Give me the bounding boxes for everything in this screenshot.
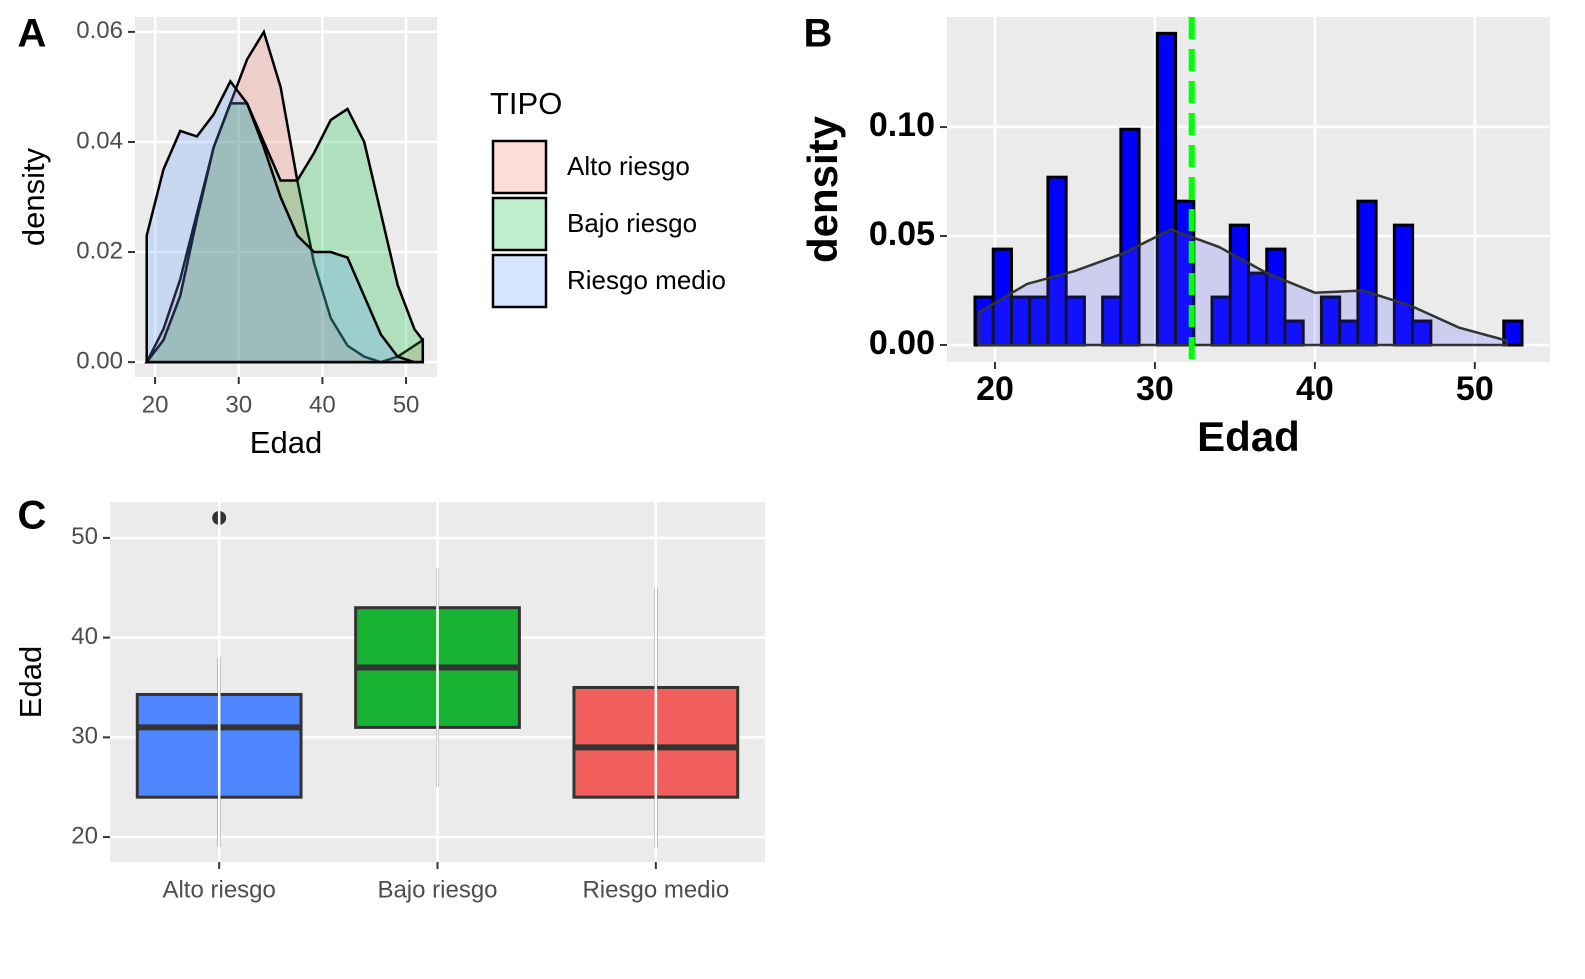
legend-key [493, 141, 546, 193]
legend-swatch [491, 253, 548, 309]
y-tick-label: 20 [71, 822, 98, 849]
legend-swatch [491, 139, 548, 195]
y-tick-label: 0.06 [76, 17, 123, 44]
y-tick-label: 0.02 [76, 237, 123, 264]
legend-key [493, 255, 546, 307]
y-tick-label: 50 [71, 523, 98, 550]
x-tick-label: 50 [393, 391, 420, 418]
panel-label: B [804, 12, 833, 56]
legend-label: Alto riesgo [567, 151, 690, 181]
x-axis-title: Edad [1197, 413, 1300, 460]
density-area [145, 79, 423, 364]
x-tick-label: 30 [225, 391, 252, 418]
x-tick-label: 20 [142, 391, 169, 418]
x-tick-label: Alto riesgo [162, 876, 275, 903]
legend-title: TIPO [490, 86, 562, 121]
legend-swatch [491, 196, 548, 252]
y-tick-label: 0.04 [76, 127, 123, 154]
legend-label: Bajo riesgo [567, 208, 697, 238]
panel-label: C [18, 494, 47, 538]
y-tick-label: 40 [71, 623, 98, 650]
y-axis-title: Edad [13, 646, 48, 718]
x-tick-label: 30 [1136, 370, 1174, 408]
x-tick-label: Riesgo medio [582, 876, 729, 903]
x-tick-label: 20 [976, 370, 1014, 408]
legend-label: Riesgo medio [567, 265, 726, 295]
plot-background [135, 17, 437, 377]
y-axis-title: density [16, 147, 51, 246]
x-tick-label: Bajo riesgo [377, 876, 497, 903]
y-tick-label: 0.10 [869, 106, 935, 144]
y-tick-label: 30 [71, 723, 98, 750]
x-tick-label: 40 [1296, 370, 1334, 408]
panel-label: A [18, 12, 47, 56]
x-axis-title: Edad [250, 425, 322, 460]
density-area [144, 102, 425, 364]
y-tick-label: 0.00 [76, 347, 123, 374]
legend-key [493, 198, 546, 250]
x-tick-label: 50 [1456, 370, 1494, 408]
y-tick-label: 0.00 [869, 324, 935, 362]
x-tick-label: 40 [309, 391, 336, 418]
hist-bar [1502, 319, 1524, 347]
y-axis-title: density [799, 115, 846, 263]
density-curve [977, 228, 1509, 347]
y-tick-label: 0.05 [869, 215, 935, 253]
